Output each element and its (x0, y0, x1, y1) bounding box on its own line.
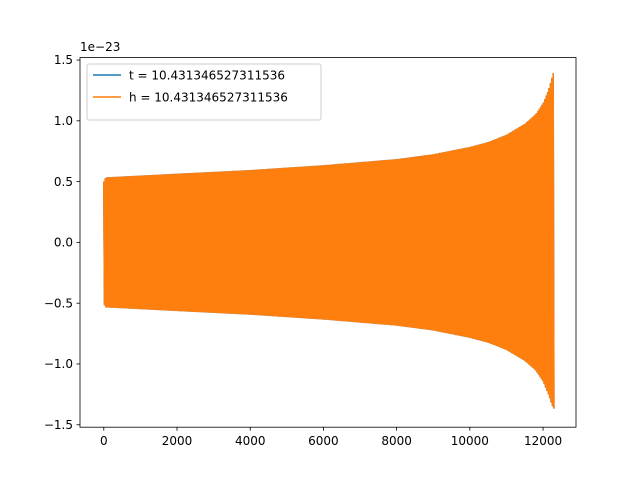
x-tick-label: 12000 (524, 434, 562, 448)
y-tick-label: −1.5 (44, 418, 73, 432)
series-line-h (103, 73, 555, 409)
y-tick-label: −0.5 (44, 296, 73, 310)
y-tick-label: 0.0 (54, 236, 73, 250)
y-axis: −1.5 −1.0 −0.5 0.0 0.5 1.0 1.5 (44, 53, 80, 432)
x-tick-label: 8000 (381, 434, 412, 448)
legend: t = 10.431346527311536 h = 10.43134652731… (86, 63, 322, 121)
y-offset-label: 1e−23 (80, 40, 120, 54)
series-layer (103, 73, 555, 409)
y-tick-label: 0.5 (54, 175, 73, 189)
y-tick-label: 1.0 (54, 114, 73, 128)
legend-box (86, 63, 322, 121)
x-tick-label: 4000 (235, 434, 266, 448)
x-tick-label: 0 (100, 434, 108, 448)
y-tick-label: −1.0 (44, 357, 73, 371)
x-tick-label: 10000 (451, 434, 489, 448)
x-axis: 0 2000 4000 6000 8000 10000 12000 (100, 427, 562, 448)
legend-label-h: h = 10.431346527311536 (129, 90, 288, 104)
y-tick-label: 1.5 (54, 53, 73, 67)
x-tick-label: 6000 (308, 434, 339, 448)
x-tick-label: 2000 (162, 434, 193, 448)
legend-label-t: t = 10.431346527311536 (129, 68, 285, 82)
